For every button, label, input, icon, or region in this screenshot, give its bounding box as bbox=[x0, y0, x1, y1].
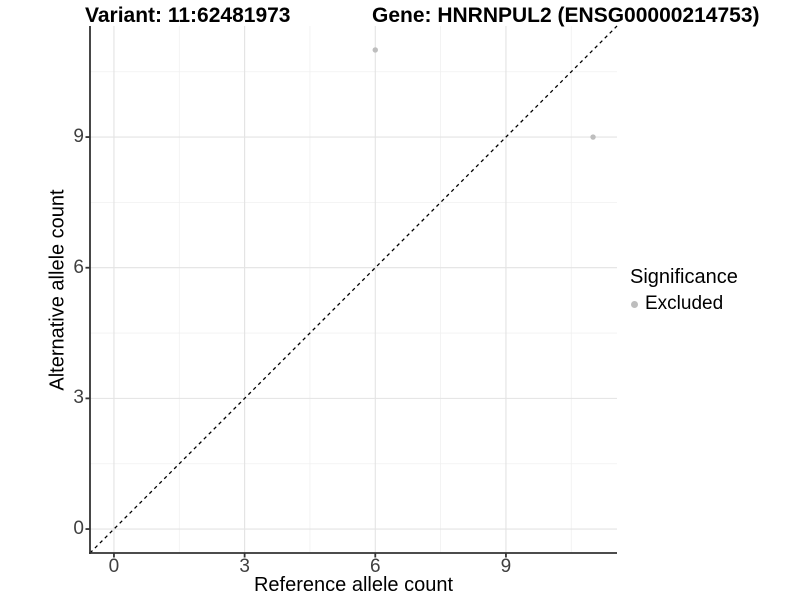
y-tick-label: 6 bbox=[73, 256, 84, 278]
legend-item-excluded: Excluded bbox=[630, 293, 738, 315]
data-point bbox=[590, 134, 596, 140]
data-point bbox=[372, 47, 378, 53]
y-tick-label: 9 bbox=[73, 126, 84, 148]
x-axis-label: Reference allele count bbox=[253, 574, 453, 596]
plot-title-gene: Gene: HNRNPUL2 (ENSG00000214753) bbox=[372, 4, 760, 27]
x-tick-label: 9 bbox=[500, 556, 512, 577]
x-tick-label: 0 bbox=[108, 556, 120, 577]
x-tick-label: 3 bbox=[239, 556, 250, 577]
plot-title-variant: Variant: 11:62481973 bbox=[85, 4, 291, 27]
legend: Significance Excluded bbox=[630, 266, 738, 315]
legend-item-label: Excluded bbox=[645, 293, 724, 314]
x-tick-label: 6 bbox=[369, 556, 381, 577]
identity-line bbox=[89, 25, 618, 554]
y-tick-label: 0 bbox=[73, 518, 84, 540]
y-tick-label: 3 bbox=[73, 387, 84, 409]
legend-key-dot bbox=[631, 300, 638, 308]
y-axis-label: Alternative allele count bbox=[46, 189, 69, 391]
legend-title: Significance bbox=[630, 266, 738, 288]
